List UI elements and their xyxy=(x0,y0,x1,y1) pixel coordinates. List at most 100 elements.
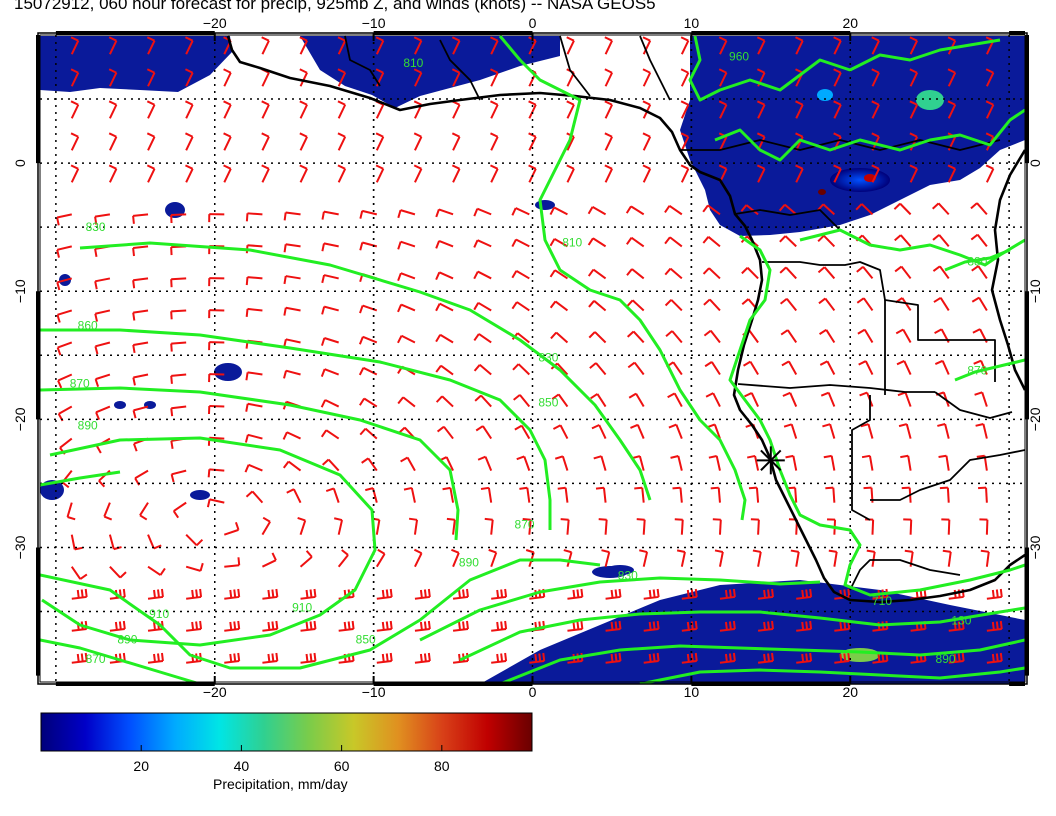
wind-barb-flag xyxy=(614,621,618,630)
wind-barb-flag xyxy=(237,557,241,566)
wind-barb-shaft xyxy=(414,168,423,183)
wind-barb-shaft xyxy=(490,519,494,535)
wind-barb-flag xyxy=(652,589,656,598)
wind-barb-shaft xyxy=(261,559,277,568)
wind-barb-shaft xyxy=(56,245,73,251)
wind-barb-shaft xyxy=(909,136,919,151)
wind-barb-flag xyxy=(947,100,956,106)
wind-barb-flag xyxy=(522,518,531,521)
wind-barb-flag xyxy=(894,234,902,242)
wind-barb-flag xyxy=(976,454,985,458)
wind-barb-shaft xyxy=(57,341,73,349)
wind-barb-shaft xyxy=(938,234,950,248)
wind-barb-flag xyxy=(413,548,423,555)
wind-barb-flag xyxy=(275,620,279,630)
wind-barb-shaft xyxy=(452,519,456,535)
wind-barb-flag xyxy=(286,488,295,494)
wind-barb-flag xyxy=(359,427,367,436)
wind-barb-shaft xyxy=(109,627,125,632)
wind-barb-flag xyxy=(587,237,594,246)
wind-barb-flag xyxy=(305,550,313,558)
wind-barb-flag xyxy=(94,378,100,388)
wind-barb-flag xyxy=(511,270,518,279)
wind-barb-shaft xyxy=(185,168,194,183)
wind-barb-flag xyxy=(512,363,520,371)
wind-barb-flag xyxy=(767,621,771,630)
wind-barb-flag xyxy=(321,337,326,346)
wind-barb-flag xyxy=(718,36,727,42)
wind-barb-flag xyxy=(451,164,460,170)
wind-barb-flag xyxy=(893,202,901,210)
wind-barb-shaft xyxy=(668,205,683,216)
wind-barb-shaft xyxy=(362,304,378,312)
wind-barb-shaft xyxy=(520,425,531,440)
contour-label: 890 xyxy=(936,652,956,666)
contour-label: 850 xyxy=(538,396,558,410)
wind-barb-shaft xyxy=(641,487,645,503)
wind-barb-shaft xyxy=(133,341,149,346)
wind-barb-flag xyxy=(347,621,351,630)
wind-barb-shaft xyxy=(57,309,73,316)
wind-barb-shaft xyxy=(70,72,80,87)
wind-barb-flag xyxy=(84,652,88,662)
wind-barb-shaft xyxy=(479,364,492,376)
wind-barb-flag xyxy=(528,100,537,106)
wind-barb-flag xyxy=(702,267,710,275)
contour-label: 870 xyxy=(86,652,106,666)
wind-barb-shaft xyxy=(209,468,225,472)
wind-barb-shaft xyxy=(452,72,461,87)
wind-barb-shaft xyxy=(757,551,762,567)
wind-barb-flag xyxy=(375,68,384,74)
wind-barb-flag xyxy=(309,589,313,598)
wind-barb-flag xyxy=(587,269,595,277)
wind-barb-shaft xyxy=(755,487,760,503)
wind-barb-flag xyxy=(381,653,385,663)
wind-barb-shaft xyxy=(680,519,684,535)
wind-barb-flag xyxy=(604,36,613,42)
wind-barb-flag xyxy=(957,621,961,630)
wind-barb-flag xyxy=(778,203,786,212)
precip-blob xyxy=(535,200,555,210)
wind-barb-flag xyxy=(108,164,117,170)
wind-barb-flag xyxy=(672,486,681,490)
wind-barb-flag xyxy=(618,620,622,630)
wind-barb-flag xyxy=(70,100,79,106)
map-axes: −20 −20 −10 −10 0 0 10 10 20 20 0 0 −10 −10 −20 −20 −30 −… xyxy=(12,15,1043,700)
wind-barb-shaft xyxy=(939,297,950,311)
wind-barb-flag xyxy=(511,239,517,248)
wind-barb-shaft xyxy=(680,168,690,183)
wind-barb-flag xyxy=(191,621,195,631)
wind-barb-shaft xyxy=(324,337,339,344)
wind-barb-flag xyxy=(554,455,564,460)
wind-barb-flag xyxy=(618,588,622,598)
wind-barb-shaft xyxy=(945,455,950,471)
wind-barb-shaft xyxy=(680,40,690,55)
wind-barb-shaft xyxy=(147,40,156,55)
contour-line xyxy=(954,358,1025,382)
wind-barb-flag xyxy=(283,275,287,285)
wind-barb-flag xyxy=(843,653,847,662)
wind-barb-flag xyxy=(626,299,634,307)
wind-barb-shaft xyxy=(796,595,812,600)
wind-barb-shaft xyxy=(224,564,240,568)
wind-barb-shaft xyxy=(477,239,492,248)
wind-barb-shaft xyxy=(375,104,385,119)
wind-barb-flag xyxy=(519,486,528,490)
wind-barb-flag xyxy=(321,243,325,252)
wind-barb-flag xyxy=(108,132,117,138)
wind-barb-shaft xyxy=(718,551,724,567)
wind-barb-shaft xyxy=(566,40,575,55)
wind-barb-flag xyxy=(702,204,709,213)
wind-barb-shaft xyxy=(566,136,575,151)
contour-label: 890 xyxy=(78,419,98,433)
wind-barb-shaft xyxy=(564,487,569,503)
wind-barb-flag xyxy=(299,164,308,170)
wind-barb-shaft xyxy=(362,241,378,248)
wind-barb-flag xyxy=(999,620,1003,630)
wind-barb-flag xyxy=(473,333,480,342)
wind-barb-flag xyxy=(96,445,102,454)
wind-barb-flag xyxy=(504,620,508,630)
wind-barb-flag xyxy=(451,36,460,42)
wind-barb-flag xyxy=(377,548,386,555)
wind-barb-shaft xyxy=(209,498,225,504)
